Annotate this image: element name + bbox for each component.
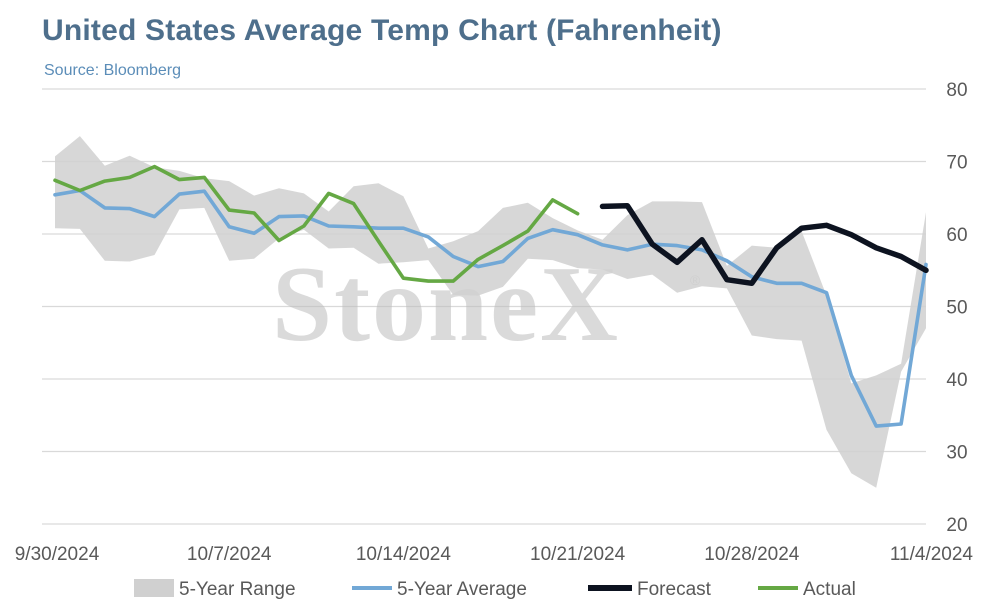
x-tick-label: 10/14/2024 bbox=[356, 544, 452, 565]
y-tick-label: 60 bbox=[946, 225, 967, 246]
chart-title: United States Average Temp Chart (Fahren… bbox=[42, 14, 722, 47]
legend-label-forecast: Forecast bbox=[637, 579, 712, 600]
x-tick-label: 10/28/2024 bbox=[704, 544, 800, 565]
legend-swatch-range bbox=[134, 579, 174, 597]
x-tick-label: 9/30/2024 bbox=[15, 544, 100, 565]
y-axis-ticks: 20 30 40 50 60 70 80 bbox=[946, 80, 967, 536]
y-tick-label: 70 bbox=[946, 153, 967, 174]
series-lines bbox=[53, 164, 929, 428]
x-tick-label: 11/4/2024 bbox=[890, 544, 974, 565]
actual-line bbox=[53, 164, 580, 283]
range-band bbox=[55, 136, 926, 488]
legend-label-actual: Actual bbox=[803, 579, 856, 600]
legend-label-range: 5-Year Range bbox=[179, 579, 296, 600]
legend-label-average: 5-Year Average bbox=[397, 579, 527, 600]
legend: 5-Year Range 5-Year Average Forecast Act… bbox=[134, 579, 856, 600]
y-tick-label: 80 bbox=[946, 80, 967, 101]
x-tick-label: 10/21/2024 bbox=[530, 544, 626, 565]
average-line bbox=[53, 188, 928, 428]
x-tick-label: 10/7/2024 bbox=[187, 544, 272, 565]
x-axis-ticks: 9/30/2024 10/7/2024 10/14/2024 10/21/2024 10… bbox=[15, 544, 974, 565]
y-tick-label: 20 bbox=[946, 515, 967, 536]
y-tick-label: 30 bbox=[946, 443, 967, 464]
y-tick-label: 50 bbox=[946, 298, 967, 319]
chart-subtitle: Source: Bloomberg bbox=[44, 62, 181, 79]
y-tick-label: 40 bbox=[946, 370, 967, 391]
five-year-range-band bbox=[55, 136, 926, 488]
forecast-line bbox=[599, 202, 929, 287]
